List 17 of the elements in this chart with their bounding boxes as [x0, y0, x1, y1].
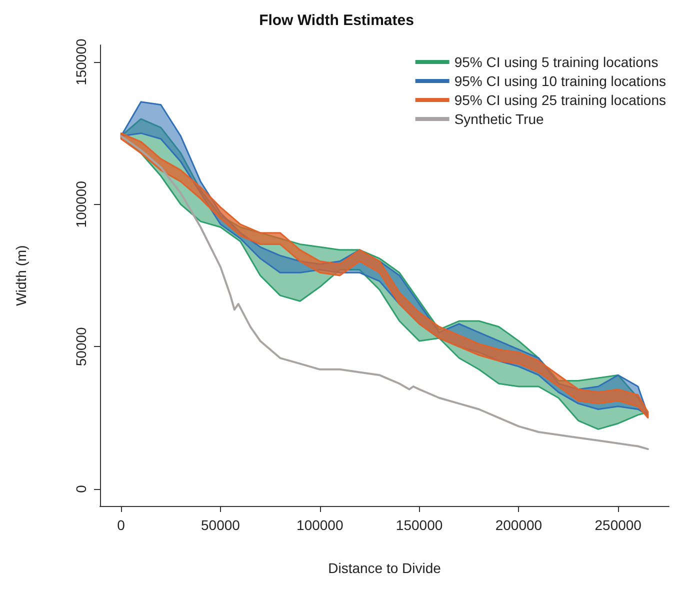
y-tick-label: 150000 [73, 38, 89, 86]
x-tick-label: 200000 [495, 517, 542, 533]
x-tick-label: 0 [117, 517, 126, 533]
legend-label: 95% CI using 10 training locations [454, 73, 666, 89]
y-tick-label: 100000 [73, 180, 89, 228]
x-tick-label: 50000 [201, 517, 240, 533]
y-tick-label: 50000 [73, 326, 89, 366]
x-tick-label: 100000 [296, 517, 344, 533]
x-tick-label: 250000 [594, 517, 642, 533]
chart-title: Flow Width Estimates [259, 12, 414, 29]
legend-label: 95% CI using 25 training locations [454, 92, 666, 108]
y-tick-label: 0 [73, 484, 89, 493]
x-axis-title: Distance to Divide [328, 560, 442, 576]
legend-label: 95% CI using 5 training locations [454, 54, 658, 70]
y-axis-title: Width (m) [13, 245, 29, 306]
x-tick-label: 150000 [396, 517, 443, 533]
legend-label: Synthetic True [454, 111, 544, 127]
